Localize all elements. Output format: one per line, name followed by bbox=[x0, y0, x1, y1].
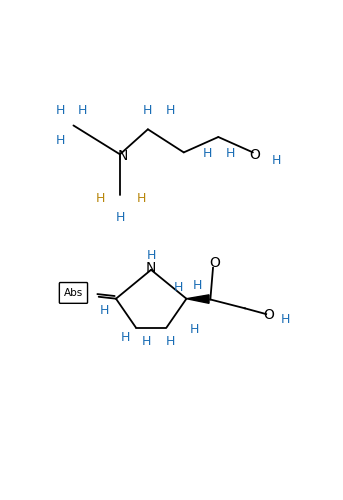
Text: H: H bbox=[174, 282, 183, 294]
Text: H: H bbox=[203, 146, 212, 160]
Text: Abs: Abs bbox=[64, 288, 83, 298]
Text: H: H bbox=[272, 154, 282, 166]
Text: H: H bbox=[95, 192, 105, 205]
Text: H: H bbox=[115, 212, 125, 224]
Text: N: N bbox=[146, 261, 156, 275]
Text: O: O bbox=[209, 256, 220, 270]
Text: N: N bbox=[117, 149, 128, 163]
FancyBboxPatch shape bbox=[59, 282, 87, 304]
Text: H: H bbox=[226, 146, 235, 160]
Text: H: H bbox=[99, 304, 109, 317]
Text: H: H bbox=[166, 104, 175, 117]
Polygon shape bbox=[187, 295, 209, 304]
Text: H: H bbox=[56, 134, 65, 147]
Text: O: O bbox=[249, 148, 260, 162]
Text: H: H bbox=[190, 323, 199, 336]
Text: H: H bbox=[192, 278, 202, 291]
Text: H: H bbox=[137, 192, 146, 205]
Text: H: H bbox=[281, 314, 290, 326]
Text: H: H bbox=[146, 249, 156, 262]
Text: H: H bbox=[142, 334, 151, 347]
Text: H: H bbox=[166, 334, 175, 347]
Text: H: H bbox=[78, 104, 87, 117]
Text: O: O bbox=[263, 308, 274, 322]
Text: H: H bbox=[143, 104, 152, 117]
Text: H: H bbox=[121, 332, 130, 344]
Text: H: H bbox=[56, 104, 65, 117]
